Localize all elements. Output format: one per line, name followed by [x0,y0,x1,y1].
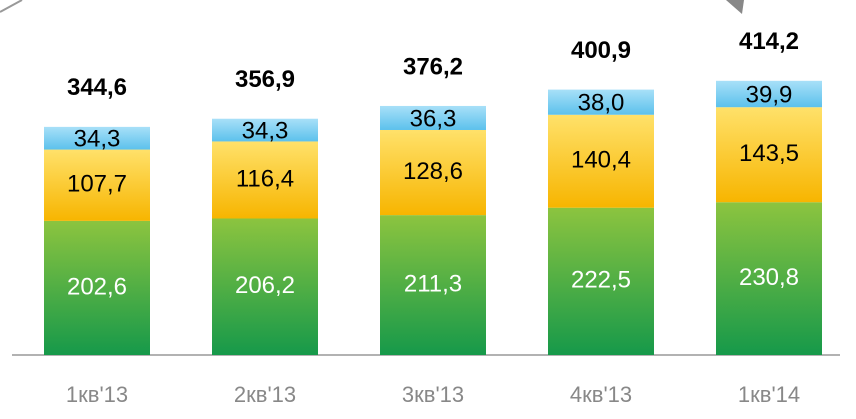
total-label: 376,2 [403,53,463,80]
total-label: 414,2 [739,28,799,55]
bar-segment [380,105,486,130]
decor-arrow [0,0,23,13]
total-label: 356,9 [235,66,295,93]
value-label: 34,3 [242,117,289,144]
bar-segment [380,215,486,355]
value-label: 36,3 [410,105,457,132]
value-label: 206,2 [235,272,295,299]
decor-arrowhead [726,0,744,14]
total-label: 344,6 [67,74,127,101]
x-tick-label: 2кв'13 [234,382,296,407]
value-label: 128,6 [403,158,463,185]
value-label: 38,0 [578,90,625,117]
value-label: 211,3 [404,270,462,297]
bar-segment [548,114,654,208]
bar-segment [212,141,318,219]
bar-segment [716,202,822,355]
bar-segment [44,220,150,355]
bar-segment [716,107,822,203]
value-label: 107,7 [67,171,127,198]
x-tick-label: 3кв'13 [402,382,464,407]
value-label: 39,9 [746,81,793,108]
bar-segment [548,207,654,355]
x-tick-label: 4кв'13 [570,382,632,407]
bar-segment [548,89,654,115]
value-label: 116,4 [236,165,294,192]
bar-segment [212,118,318,142]
value-label: 222,5 [571,267,631,294]
bar-segment [44,149,150,221]
value-label: 140,4 [571,147,631,174]
x-tick-label: 1кв'14 [738,382,800,407]
value-label: 34,3 [74,126,121,153]
bar-segment [212,218,318,355]
total-label: 400,9 [571,37,631,64]
x-tick-label: 1кв'13 [66,382,128,407]
value-label: 143,5 [739,140,799,167]
bar-segment [716,80,822,108]
bar-segment [44,126,150,150]
value-label: 202,6 [67,273,127,300]
value-label: 230,8 [739,264,799,291]
bar-segment [380,129,486,216]
